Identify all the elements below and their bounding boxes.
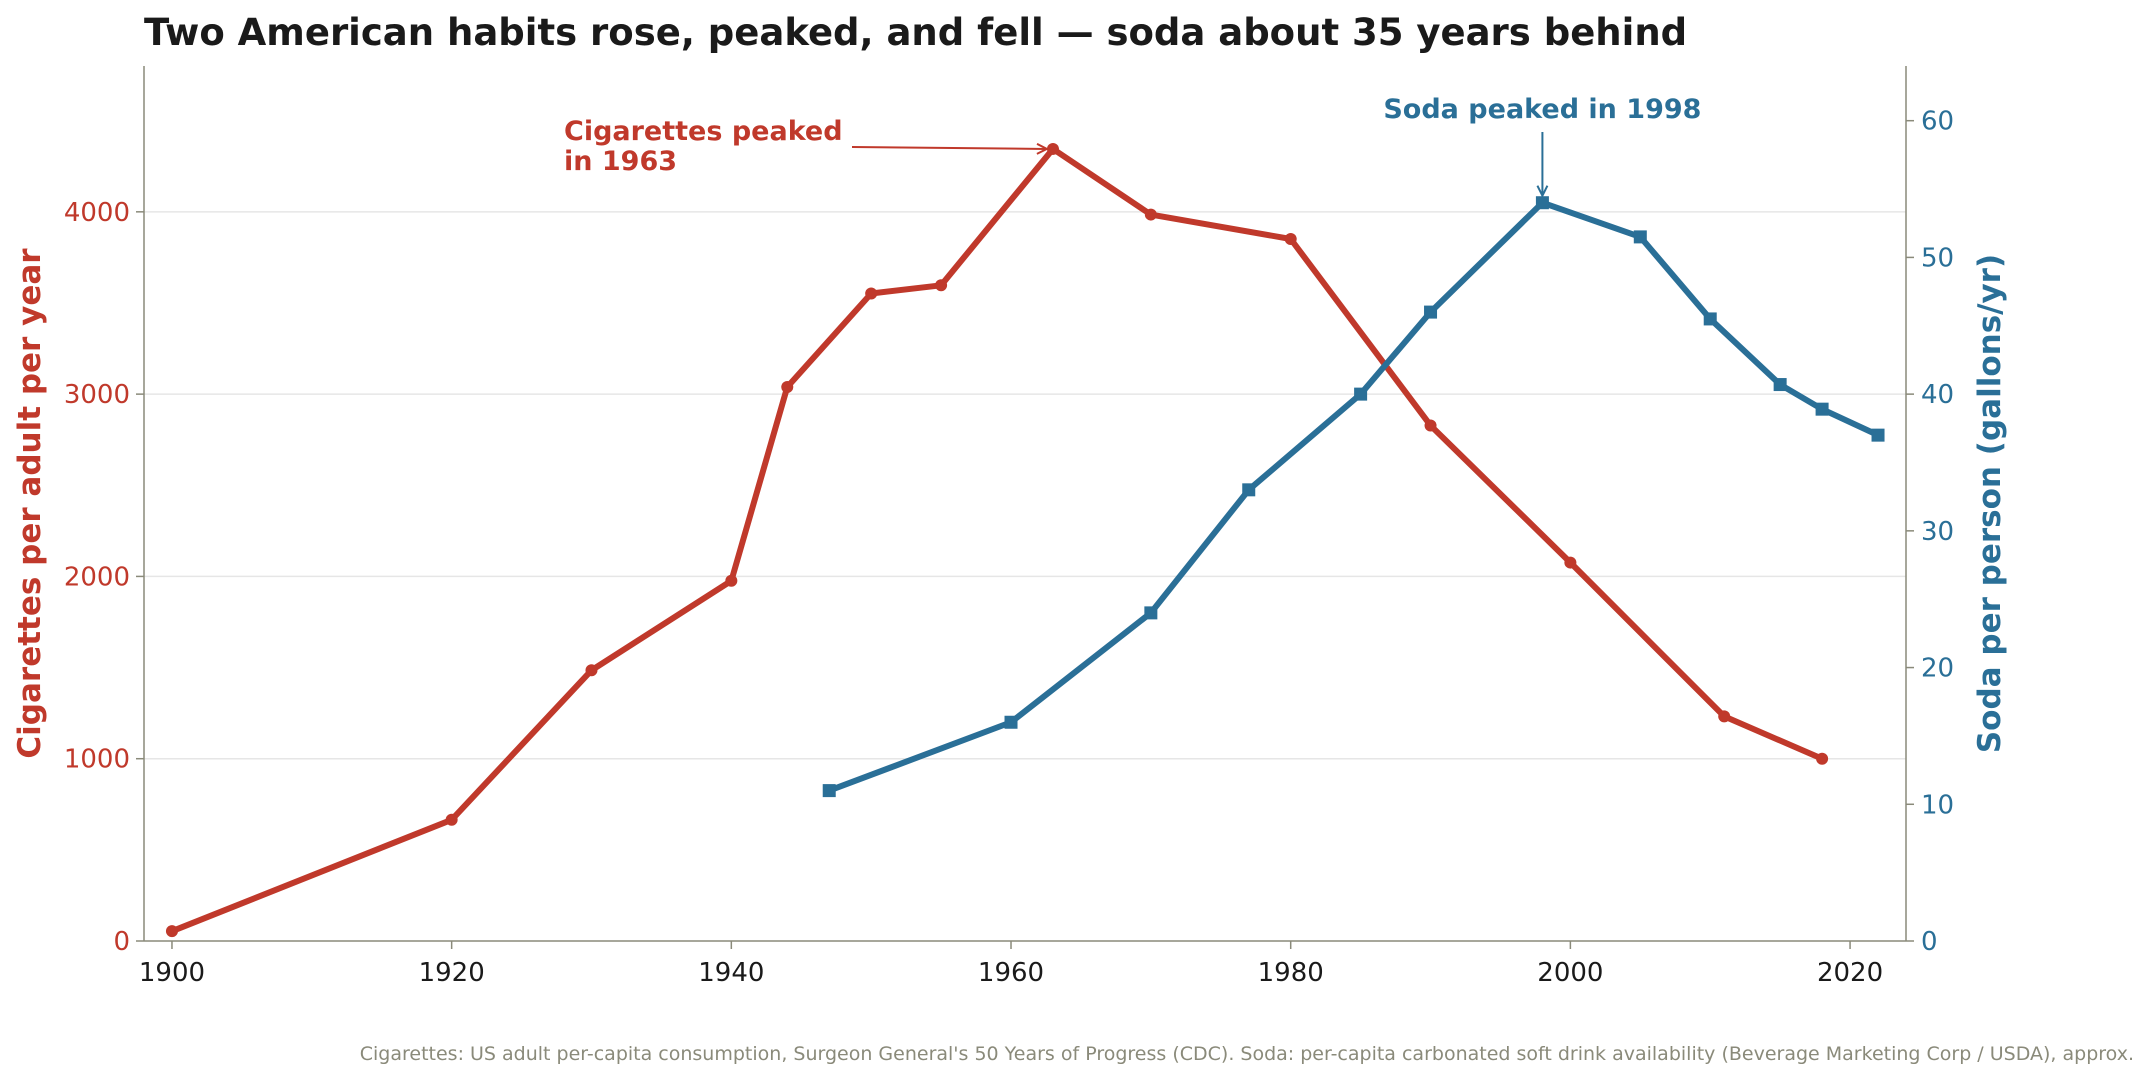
- annotations: Cigarettes peaked in 1963 Soda peaked in 1…: [564, 94, 1701, 196]
- y-left-tick-label: 2000: [64, 562, 130, 592]
- x-tick-label: 2000: [1537, 958, 1603, 988]
- x-tick-label: 2020: [1817, 958, 1883, 988]
- soda-data-point: [1242, 483, 1256, 497]
- source-note: Cigarettes: US adult per-capita consumpt…: [360, 1043, 2134, 1065]
- x-tick-label: 1900: [139, 958, 205, 988]
- annotation-line: Cigarettes peaked: [564, 116, 843, 147]
- soda-data-point: [822, 784, 836, 798]
- soda-data-point: [1424, 305, 1438, 319]
- cigarettes-data-point: [1284, 232, 1297, 245]
- soda-data-point: [1871, 428, 1885, 442]
- x-tick-label: 1940: [698, 958, 764, 988]
- cigarettes-data-point: [1424, 419, 1437, 432]
- cigarettes-data-point: [935, 279, 948, 292]
- y-left-tick-label: 0: [113, 927, 130, 957]
- cigarettes-data-point: [781, 381, 794, 394]
- annotation-line: in 1963: [564, 146, 677, 177]
- cigarettes-data-point: [585, 664, 598, 677]
- axes: 1900 1920 1940 1960 1980 2000 2020010002000300…: [12, 66, 2008, 988]
- soda-peak-annotation: Soda peaked in 1998: [1383, 94, 1701, 125]
- y-left-tick-label: 3000: [64, 380, 130, 410]
- y-right-tick-label: 30: [1921, 517, 1954, 547]
- cigarettes-data-point: [445, 813, 458, 826]
- y-right-tick-label: 40: [1921, 380, 1954, 410]
- cigarettes-data-point: [1718, 710, 1731, 723]
- cigarettes-data-point: [1144, 208, 1157, 221]
- y-right-tick-label: 60: [1921, 107, 1954, 137]
- y-left-tick-label: 1000: [64, 745, 130, 775]
- cigarettes-data-point: [865, 287, 878, 300]
- y-right-tick-label: 10: [1921, 790, 1954, 820]
- grid-lines: [144, 211, 1906, 760]
- cigarettes-peak-arrow: [851, 147, 1047, 149]
- x-tick-label: 1920: [419, 958, 485, 988]
- cigarettes-data-point: [725, 574, 738, 587]
- cigarettes-data-point: [165, 925, 178, 938]
- x-tick-label: 1960: [978, 958, 1044, 988]
- soda-data-point: [1535, 196, 1549, 210]
- cigarettes-series-line: [168, 145, 1826, 935]
- soda-data-point: [1354, 387, 1368, 401]
- soda-data-point: [1004, 715, 1018, 729]
- cigarettes-data-point: [1046, 142, 1059, 155]
- y-left-tick-label: 4000: [64, 198, 130, 228]
- y-left-axis-label: Cigarettes per adult per year: [12, 248, 48, 759]
- cigarettes-peak-annotation: Cigarettes peaked in 1963: [564, 116, 843, 177]
- y-right-axis-label: Soda per person (gallons/yr): [1972, 254, 2008, 753]
- soda-data-point: [1773, 378, 1787, 392]
- soda-data-point: [1144, 606, 1158, 620]
- cigarettes-data-point: [1564, 556, 1577, 569]
- y-right-tick-label: 0: [1921, 927, 1938, 957]
- y-right-tick-label: 50: [1921, 243, 1954, 273]
- cigarettes-data-point: [1816, 752, 1829, 765]
- soda-data-point: [1633, 230, 1647, 244]
- x-tick-label: 1980: [1258, 958, 1324, 988]
- soda-data-point: [1703, 312, 1717, 326]
- chart-title: Two American habits rose, peaked, and fe…: [144, 11, 1687, 54]
- soda-series-line: [826, 199, 1882, 794]
- y-right-tick-label: 20: [1921, 654, 1954, 684]
- soda-data-point: [1815, 402, 1829, 416]
- series-layer: [165, 142, 1885, 938]
